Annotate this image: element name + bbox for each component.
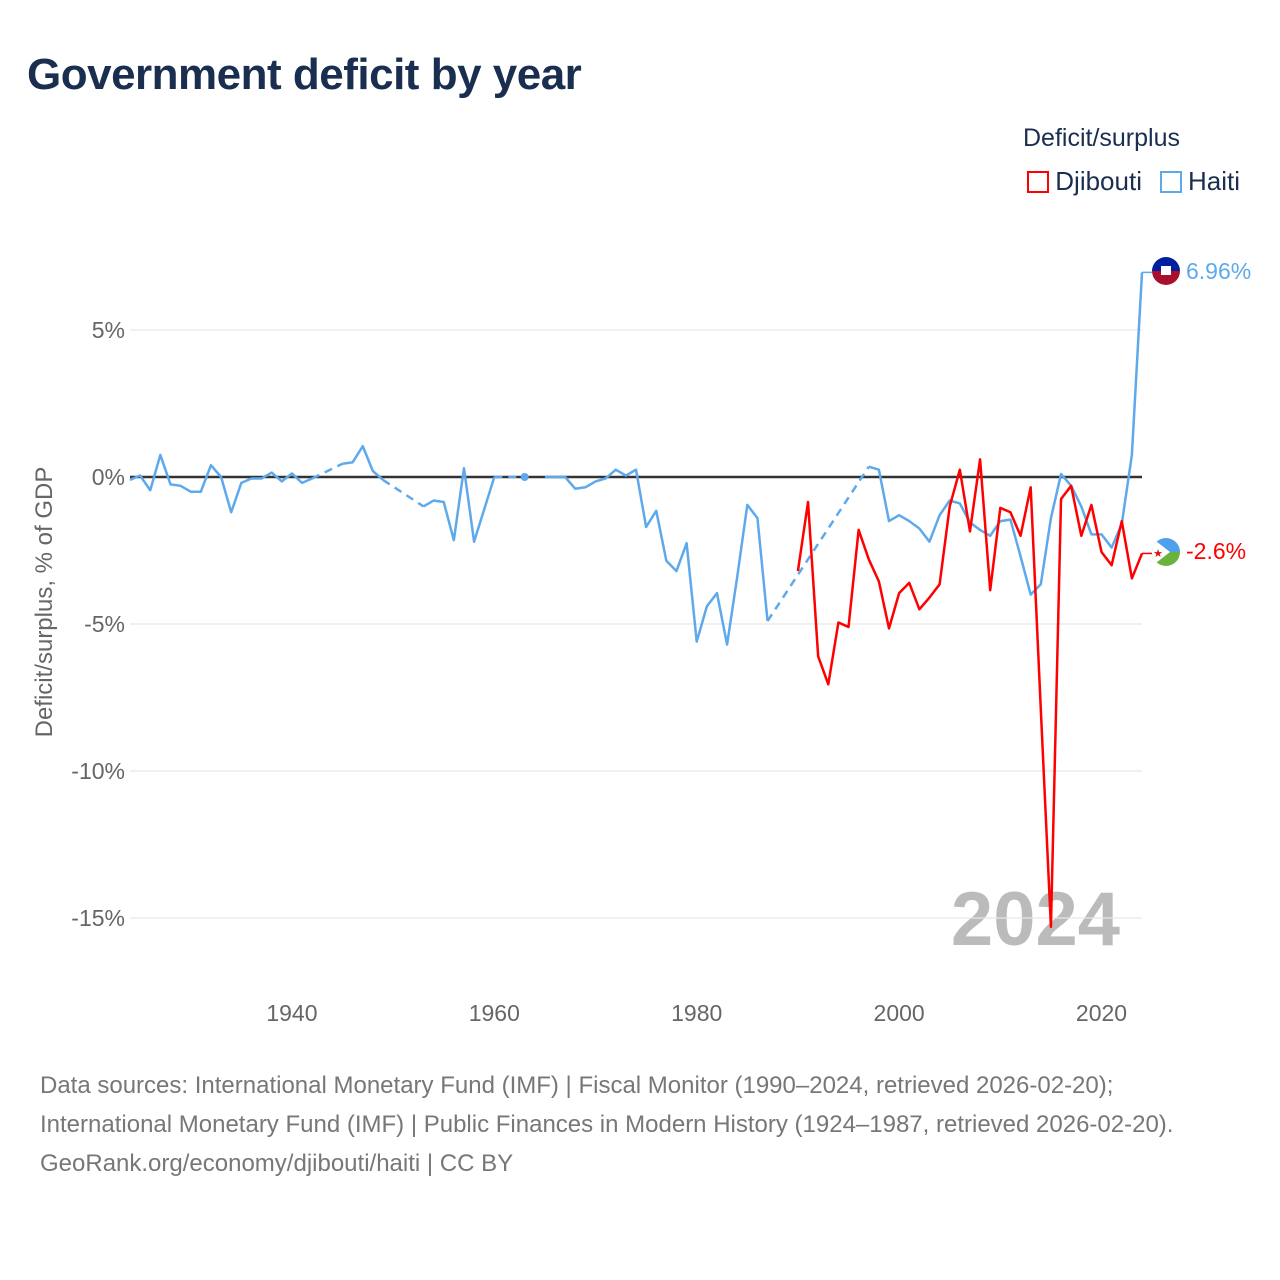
haiti-gap-line <box>766 466 870 622</box>
chart-title: Government deficit by year <box>27 50 582 99</box>
legend-item-haiti[interactable]: Haiti <box>1159 166 1240 197</box>
legend-item-djibouti[interactable]: Djibouti <box>1027 166 1142 197</box>
credit-link[interactable]: GeoRank.org/economy/djibouti/haiti | CC … <box>40 1150 514 1177</box>
y-tick-label: -5% <box>84 611 125 637</box>
haiti-data-point <box>520 473 529 481</box>
y-tick-label: -10% <box>71 758 125 784</box>
haiti-series-line <box>422 466 496 543</box>
year-watermark: 2024 <box>951 877 1120 962</box>
x-tick-label: 2000 <box>874 1000 925 1026</box>
haiti-gap-line <box>311 462 344 480</box>
haiti-series-line <box>342 444 384 481</box>
djibouti-series-line <box>796 458 1144 929</box>
legend: Djibouti Haiti <box>1027 166 1240 197</box>
x-tick-label: 1940 <box>266 1000 317 1026</box>
haiti-gap-line <box>382 478 425 508</box>
y-tick-label: 0% <box>92 464 125 490</box>
haiti-end-label: 6.96% <box>1186 258 1251 284</box>
haiti-series-line <box>129 453 313 514</box>
djibouti-end-label: -2.6% <box>1186 538 1246 564</box>
legend-label: Haiti <box>1187 166 1240 196</box>
x-tick-label: 1960 <box>469 1000 520 1026</box>
data-sources: Data sources: International Monetary Fun… <box>40 1072 1174 1138</box>
haiti-flag-icon <box>1152 257 1180 285</box>
svg-text:★: ★ <box>1153 548 1163 560</box>
djibouti-flag-icon: ★ <box>1152 538 1180 566</box>
legend-label: Djibouti <box>1055 166 1142 196</box>
legend-swatch-haiti <box>1159 170 1182 193</box>
y-axis-label: Deficit/surplus, % of GDP <box>31 467 58 738</box>
footer: Data sources: International Monetary Fun… <box>40 1066 1240 1183</box>
x-tick-label: 1980 <box>671 1000 722 1026</box>
haiti-series-line <box>544 468 769 646</box>
x-tick-label: 2020 <box>1076 1000 1127 1026</box>
legend-swatch-djibouti <box>1027 170 1050 193</box>
y-tick-label: 5% <box>92 317 125 343</box>
legend-title: Deficit/surplus <box>1023 124 1180 152</box>
line-chart: Deficit/surplus, % of GDP 2024 5% 0% -5% -1… <box>31 257 1251 1026</box>
y-tick-label: -15% <box>71 905 125 931</box>
